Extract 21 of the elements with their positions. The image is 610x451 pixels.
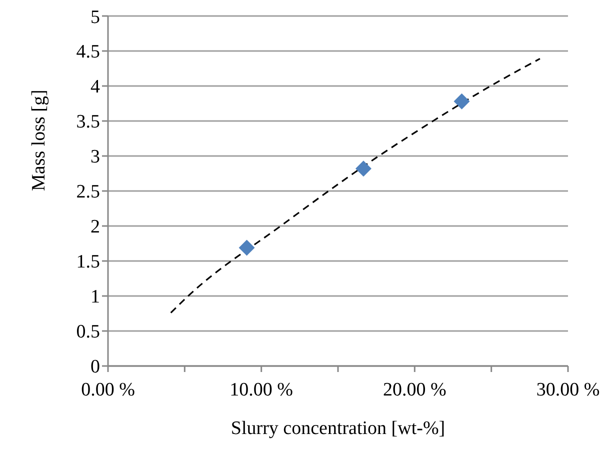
y-tick-label: 0.5 bbox=[76, 322, 100, 343]
x-tick-label: 10.00 % bbox=[230, 379, 294, 400]
point bbox=[238, 240, 255, 256]
x-tick-label: 30.00 % bbox=[536, 379, 600, 400]
line-series bbox=[170, 58, 541, 314]
y-tick-label: 1 bbox=[90, 286, 100, 308]
y-tick-label: 4 bbox=[90, 76, 100, 98]
y-tick-label: 4.5 bbox=[76, 42, 100, 63]
y-tick-label: 5 bbox=[90, 6, 100, 28]
y-tick-label: 1.5 bbox=[76, 252, 100, 273]
y-tick-label: 0 bbox=[90, 356, 100, 378]
x-tick-label: 20.00 % bbox=[383, 379, 447, 400]
y-tick-label: 3 bbox=[90, 146, 100, 168]
point bbox=[355, 160, 372, 177]
x-axis-title: Slurry concentration [wt-%] bbox=[230, 418, 446, 439]
y-tick-label: 2.5 bbox=[76, 182, 100, 203]
y-axis-title: Mass loss [g] bbox=[28, 90, 50, 191]
x-tick-label: 0.00 % bbox=[81, 379, 136, 400]
y-tick-label: 2 bbox=[90, 216, 100, 238]
point bbox=[454, 93, 470, 110]
y-tick-label: 3.5 bbox=[76, 112, 100, 133]
